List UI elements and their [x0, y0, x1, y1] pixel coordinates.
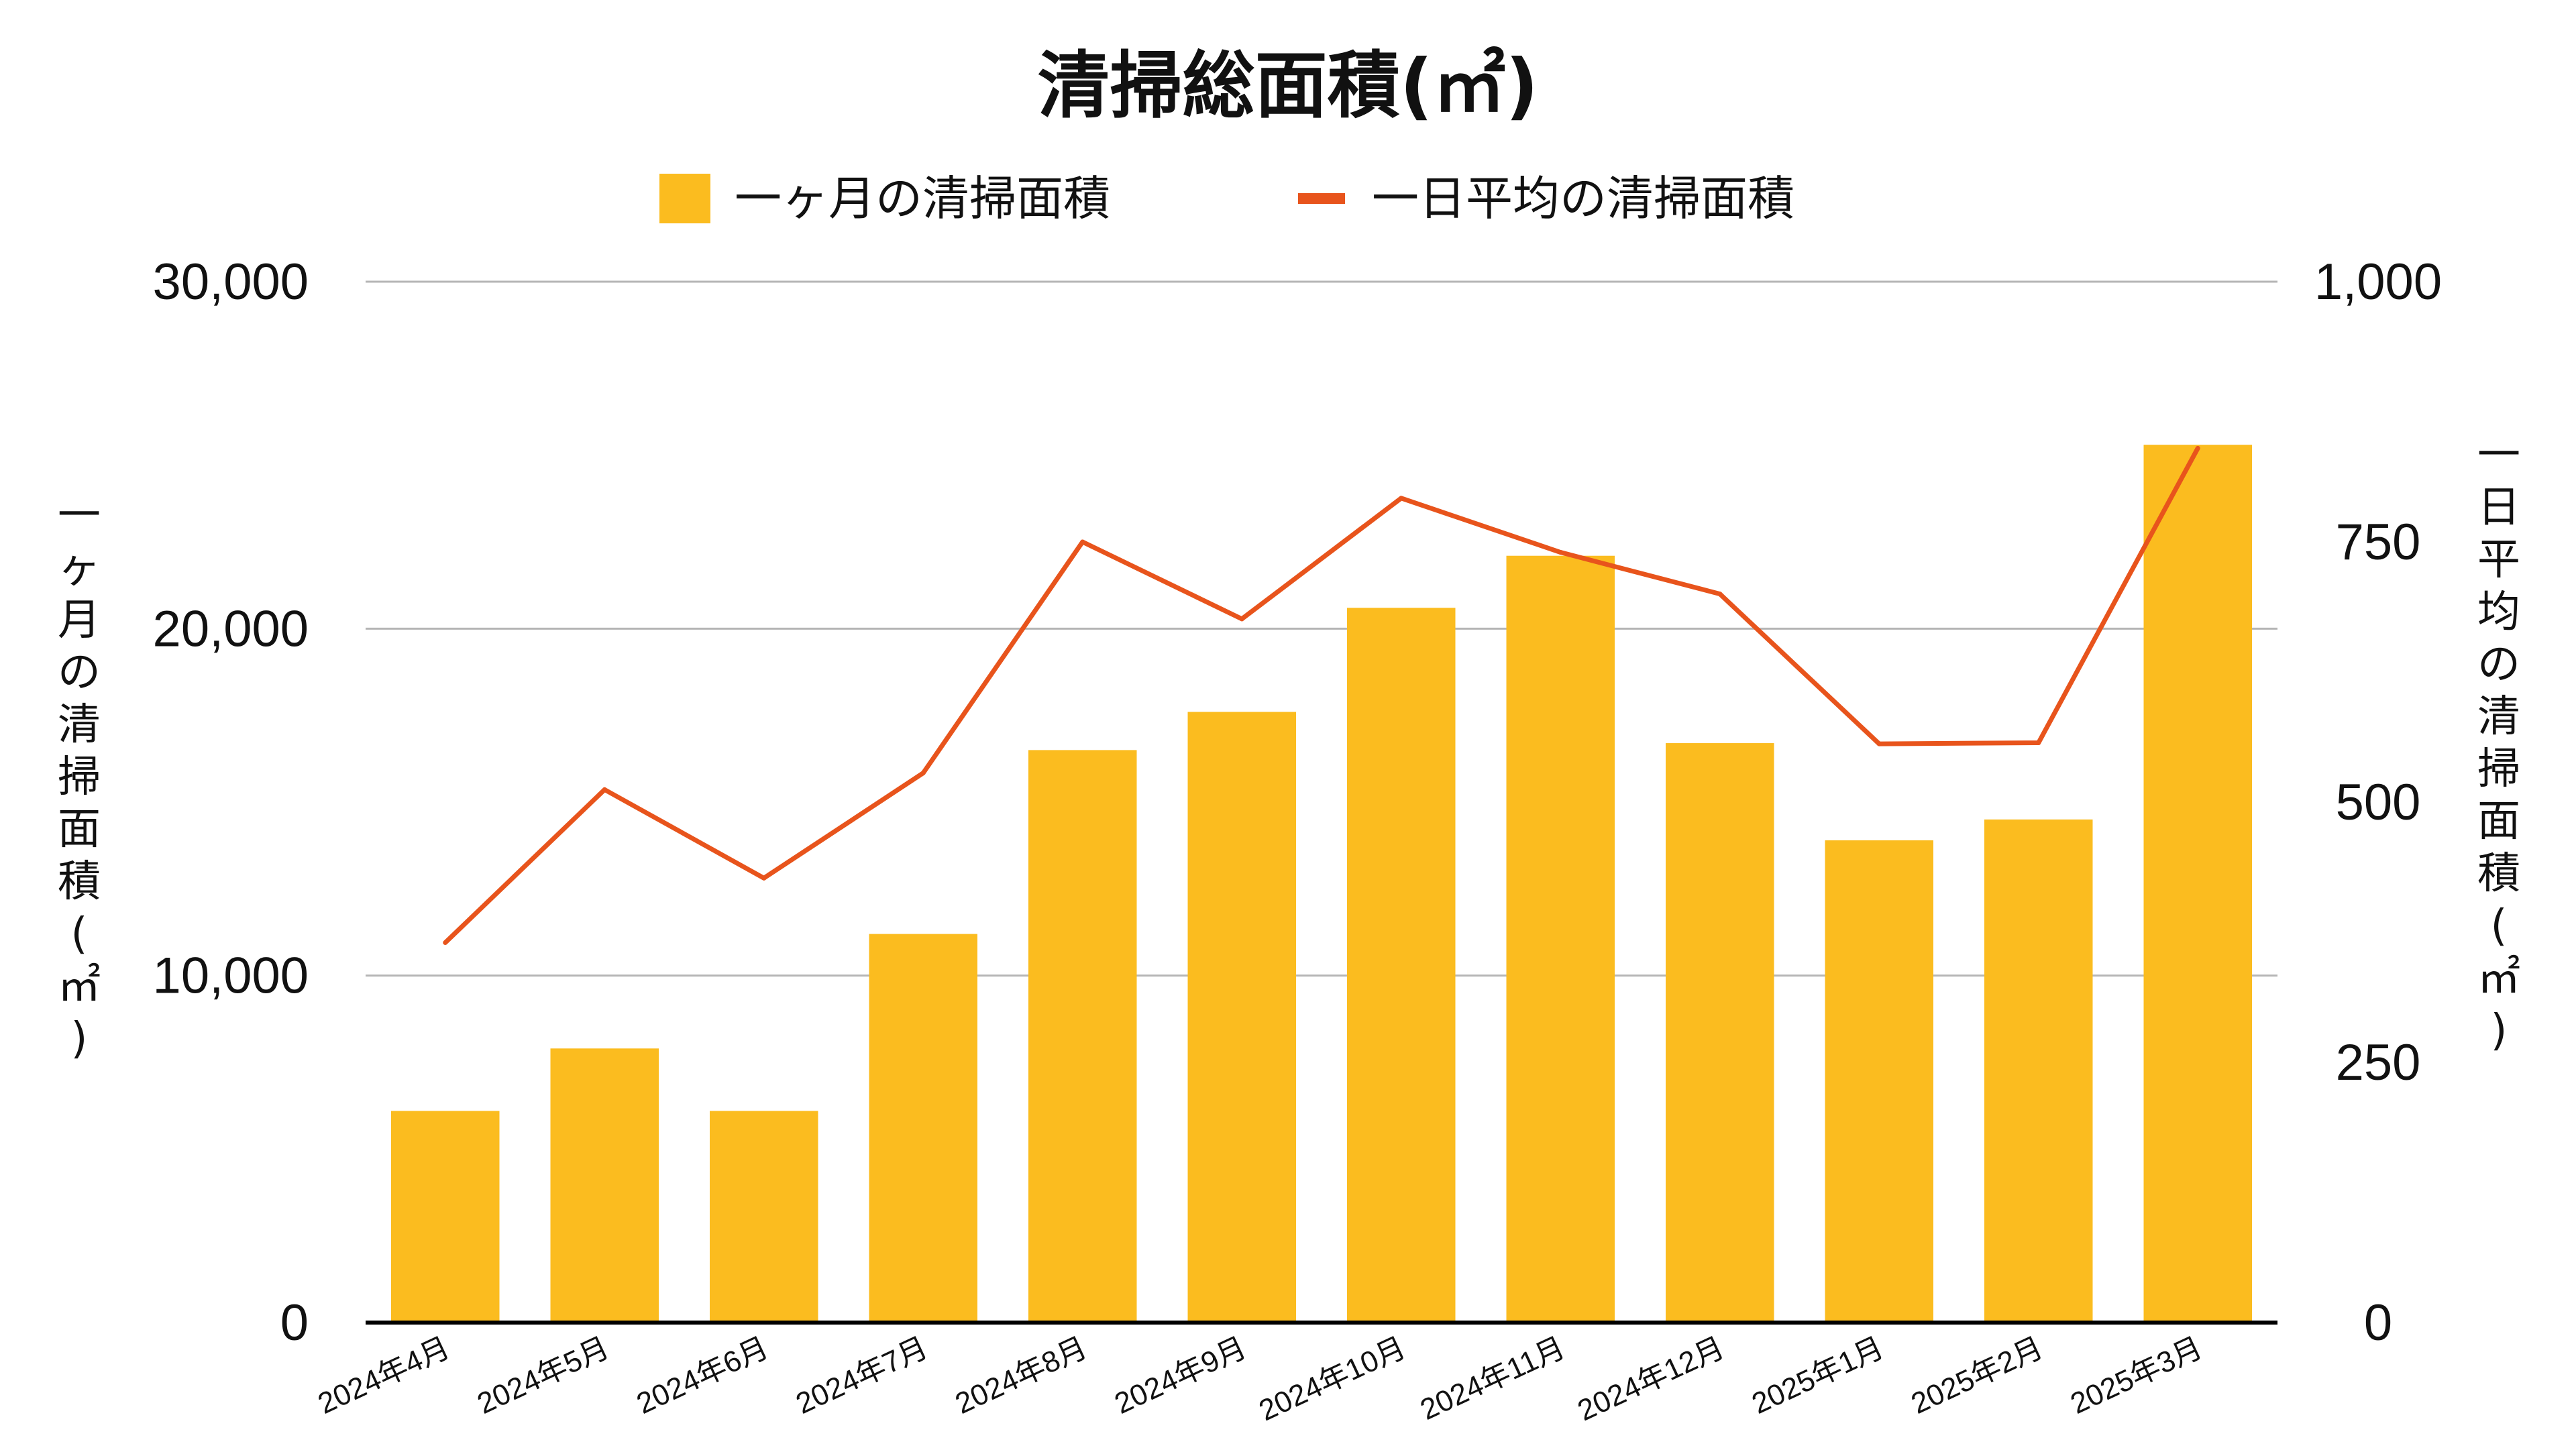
line-path — [443, 447, 2200, 945]
line-point-3 — [761, 875, 767, 881]
bar-11 — [1984, 819, 2093, 1323]
bar-9 — [1666, 743, 1774, 1323]
bar-10 — [1825, 840, 1933, 1323]
line-point-11 — [2036, 740, 2041, 746]
right-axis-ticks: 0 250 500 750 1,000 — [2314, 254, 2442, 1351]
left-tick-label: 0 — [280, 1294, 309, 1351]
line-point-6 — [1239, 616, 1244, 622]
bar-3 — [710, 1111, 818, 1323]
bar-6 — [1187, 712, 1296, 1323]
left-axis-title-text: 一ヶ月の清掃面積(㎡) — [58, 491, 101, 1064]
right-tick-label: 1,000 — [2314, 254, 2442, 311]
left-axis-title: 一ヶ月の清掃面積(㎡) — [58, 491, 101, 1064]
line-point-2 — [602, 787, 607, 792]
right-tick-label: 750 — [2336, 514, 2421, 571]
left-tick-label: 20,000 — [153, 600, 309, 657]
right-tick-label: 500 — [2336, 774, 2421, 831]
bar-4 — [869, 934, 977, 1323]
legend-line-swatch — [1298, 193, 1345, 204]
legend-bar-label: 一ヶ月の清掃面積 — [735, 171, 1110, 226]
legend-line-label: 一日平均の清掃面積 — [1372, 171, 1794, 226]
line-point-7 — [1399, 496, 1404, 501]
bars — [391, 445, 2252, 1323]
bar-7 — [1347, 608, 1456, 1323]
line-point-12 — [2195, 445, 2200, 451]
right-axis-title-text: 一日平均の清掃面積(㎡) — [2477, 431, 2520, 1056]
right-tick-label: 250 — [2336, 1034, 2421, 1091]
gridlines — [366, 280, 2277, 977]
line-point-8 — [1558, 550, 1563, 555]
line-series — [443, 445, 2200, 946]
line-point-9 — [1717, 592, 1723, 597]
bar-5 — [1028, 750, 1137, 1323]
bar-2 — [550, 1048, 659, 1323]
left-axis-ticks: 0 10,000 20,000 30,000 — [153, 254, 309, 1351]
legend: 一ヶ月の清掃面積 一日平均の清掃面積 — [659, 171, 1794, 226]
left-tick-label: 30,000 — [153, 254, 309, 311]
chart-title: 清掃総面積(㎡) — [1038, 44, 1539, 128]
bar-12 — [2143, 445, 2252, 1323]
line-point-10 — [1876, 741, 1882, 746]
line-point-4 — [920, 771, 926, 776]
line-point-5 — [1080, 539, 1085, 545]
left-tick-label: 10,000 — [153, 948, 309, 1005]
bar-8 — [1506, 555, 1615, 1323]
legend-bar-swatch — [659, 174, 710, 223]
line-point-1 — [443, 940, 448, 946]
bar-1 — [391, 1111, 500, 1323]
right-tick-label: 0 — [2364, 1294, 2392, 1351]
right-axis-title: 一日平均の清掃面積(㎡) — [2477, 431, 2520, 1056]
